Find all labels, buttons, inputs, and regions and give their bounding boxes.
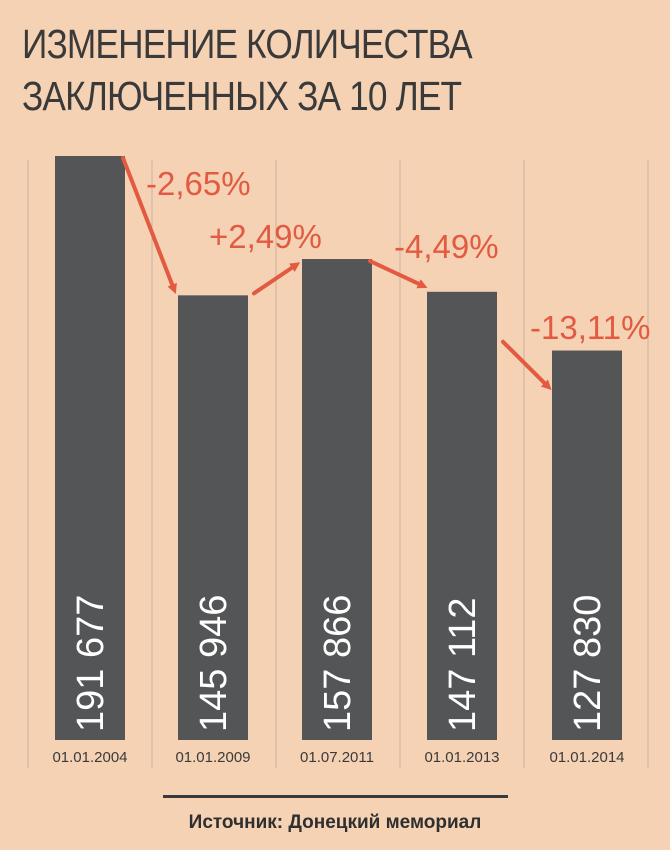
labels: 191 677 01.01.2004 145 946 01.01.2009 157 86… — [52, 165, 650, 766]
change-arrow — [252, 262, 301, 296]
change-arrow — [121, 156, 177, 294]
bar-value-label: 191 677 — [70, 595, 112, 732]
bars — [55, 156, 622, 740]
bar-value-label: 127 830 — [567, 595, 609, 732]
category-label: 01.01.2014 — [549, 749, 624, 766]
change-percent-label: -2,65% — [146, 165, 251, 202]
change-arrow — [501, 339, 552, 391]
change-percent-label: -13,11% — [530, 309, 650, 346]
category-label: 01.01.2009 — [175, 749, 250, 766]
chart-title: ИЗМЕНЕНИЕ КОЛИЧЕСТВА ЗАКЛЮЧЕННЫХ ЗА 10 Л… — [22, 18, 564, 122]
change-arrows — [121, 156, 552, 391]
bar — [552, 350, 622, 740]
category-label: 01.01.2004 — [52, 749, 127, 766]
bar-value-label: 157 866 — [317, 595, 359, 732]
category-label: 01.01.2013 — [424, 749, 499, 766]
bar — [427, 291, 497, 740]
source-divider — [163, 795, 508, 798]
bar — [302, 259, 372, 740]
bar-value-label: 147 112 — [442, 597, 484, 732]
bar-value-label: 145 946 — [193, 595, 235, 732]
bar — [55, 156, 125, 740]
grid-lines — [27, 160, 649, 768]
source-note: Источник: Донецкий мемориал — [188, 812, 482, 833]
bar — [178, 295, 248, 740]
title-line-1: ИЗМЕНЕНИЕ КОЛИЧЕСТВА — [22, 21, 473, 67]
category-label: 01.07.2011 — [300, 749, 374, 766]
change-arrow — [368, 259, 428, 289]
change-percent-label: +2,49% — [209, 218, 322, 255]
title-line-2: ЗАКЛЮЧЕННЫХ ЗА 10 ЛЕТ — [22, 73, 462, 119]
change-percent-label: -4,49% — [394, 228, 499, 265]
